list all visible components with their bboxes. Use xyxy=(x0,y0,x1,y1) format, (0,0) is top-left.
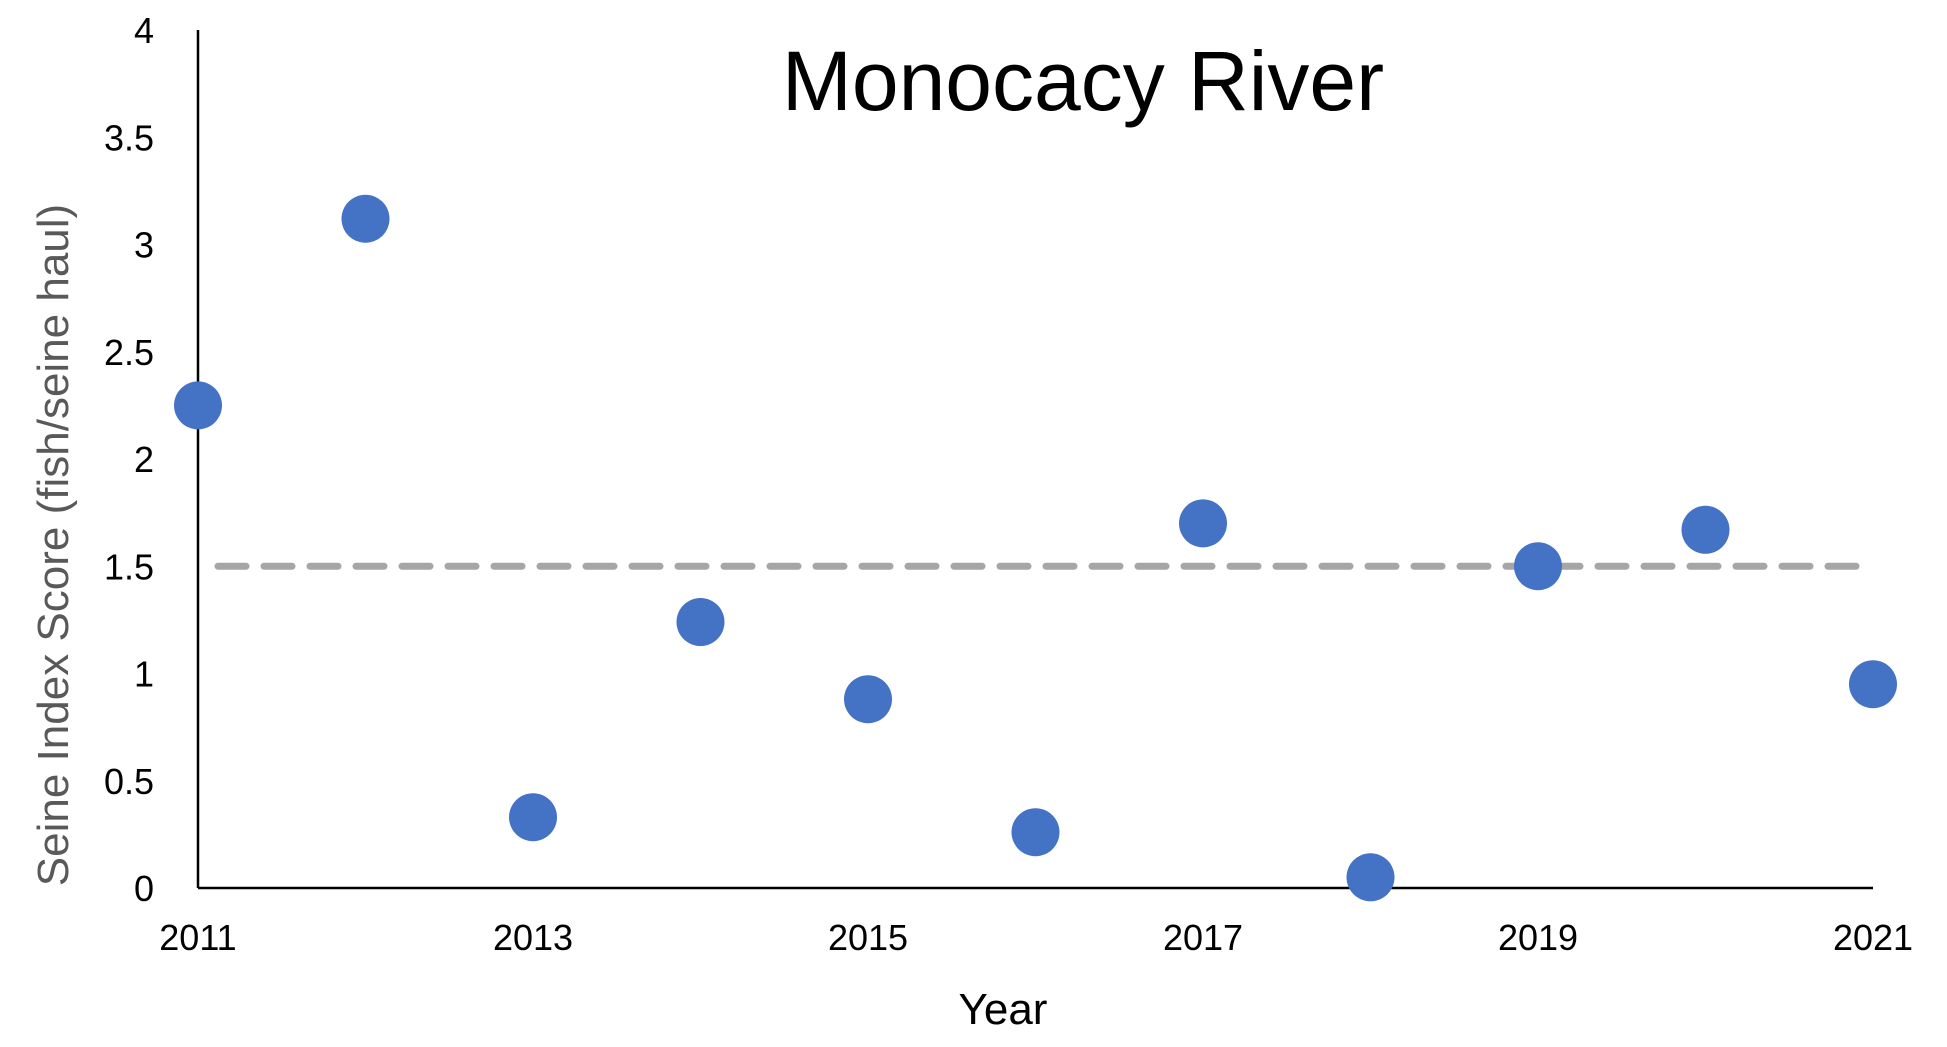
data-point xyxy=(174,381,222,430)
data-point xyxy=(1011,808,1060,857)
x-axis-title: Year xyxy=(959,985,1048,1034)
y-tick-label: 2 xyxy=(134,439,154,480)
y-tick-label: 1 xyxy=(134,654,154,695)
data-point xyxy=(1681,505,1730,554)
y-tick-label: 3 xyxy=(134,225,154,266)
data-point xyxy=(1514,542,1562,591)
chart-title: Monocacy River xyxy=(782,34,1384,128)
data-point xyxy=(1346,853,1395,902)
y-tick-label: 2.5 xyxy=(104,332,154,373)
data-point xyxy=(844,675,892,724)
data-points xyxy=(174,194,1897,902)
axes xyxy=(196,30,1873,890)
y-tick-label: 0 xyxy=(134,868,154,909)
y-tick-label: 1.5 xyxy=(104,546,154,587)
x-tick-label: 2021 xyxy=(1833,917,1913,958)
x-tick-label: 2017 xyxy=(1163,917,1243,958)
x-tick-label: 2019 xyxy=(1498,917,1578,958)
data-point xyxy=(509,793,557,842)
data-point xyxy=(676,598,725,647)
x-tick-label: 2011 xyxy=(159,917,236,958)
x-tick-labels: 2011 2013 2015 2017 2019 2021 xyxy=(159,917,1913,958)
y-tick-label: 3.5 xyxy=(104,117,154,158)
data-point xyxy=(1179,499,1227,548)
y-tick-label: 4 xyxy=(134,10,154,51)
data-point xyxy=(1849,660,1897,709)
x-tick-label: 2013 xyxy=(493,917,573,958)
y-tick-label: 0.5 xyxy=(104,761,154,802)
x-tick-label: 2015 xyxy=(828,917,908,958)
data-point xyxy=(341,194,390,243)
y-tick-labels: 0 0.5 1 1.5 2 2.5 3 3.5 4 xyxy=(104,10,154,909)
y-axis-title: Seine Index Score (fish/seine haul) xyxy=(29,204,78,886)
